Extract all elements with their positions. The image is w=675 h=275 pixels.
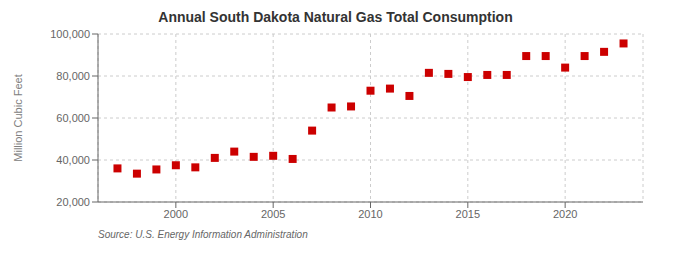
svg-text:2005: 2005 bbox=[261, 208, 285, 220]
html-text:Source: U.S. Energy Informatio: Source: U.S. Energy Information Administ… bbox=[98, 229, 308, 240]
svg-text:2010: 2010 bbox=[358, 208, 382, 220]
svg-text:40,000: 40,000 bbox=[56, 154, 90, 166]
html-text:Annual South Dakota Natural Ga: Annual South Dakota Natural Gas Total Co… bbox=[158, 9, 513, 25]
svg-text:100,000: 100,000 bbox=[50, 28, 90, 40]
svg-text:80,000: 80,000 bbox=[56, 70, 90, 82]
svg-text:60,000: 60,000 bbox=[56, 112, 90, 124]
svg-text:Million Cubic Feet: Million Cubic Feet bbox=[12, 74, 24, 161]
svg-text:2020: 2020 bbox=[553, 208, 577, 220]
svg-text:2000: 2000 bbox=[164, 208, 188, 220]
svg-text:20,000: 20,000 bbox=[56, 196, 90, 208]
svg-text:2015: 2015 bbox=[456, 208, 480, 220]
